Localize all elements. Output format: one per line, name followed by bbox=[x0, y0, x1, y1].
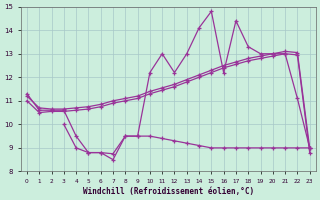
X-axis label: Windchill (Refroidissement éolien,°C): Windchill (Refroidissement éolien,°C) bbox=[83, 187, 254, 196]
